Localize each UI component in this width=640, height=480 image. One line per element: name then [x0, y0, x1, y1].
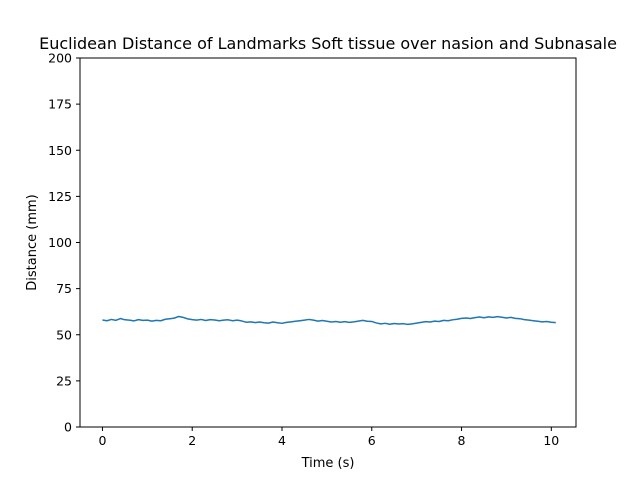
- x-tick-label: 4: [278, 433, 286, 448]
- y-tick-label: 200: [48, 51, 72, 66]
- x-axis-label: Time (s): [301, 456, 355, 471]
- y-tick-label: 25: [56, 373, 72, 388]
- x-tick-label: 8: [458, 433, 466, 448]
- y-tick-label: 150: [48, 143, 72, 158]
- chart-title: Euclidean Distance of Landmarks Soft tis…: [39, 34, 617, 53]
- x-tick-label: 10: [543, 433, 559, 448]
- y-tick-label: 0: [64, 420, 72, 435]
- y-axis-label: Distance (mm): [25, 194, 40, 290]
- y-tick-label: 100: [48, 235, 72, 250]
- y-tick-label: 75: [56, 281, 72, 296]
- y-tick-label: 50: [56, 327, 72, 342]
- plot-area: [102, 315, 556, 326]
- x-tick-label: 2: [188, 433, 196, 448]
- series-line: [102, 315, 556, 326]
- plot-frame: [79, 57, 577, 428]
- x-tick-label: 0: [98, 433, 106, 448]
- y-axis: 0 25 50 75 100 125 150 175 200: [48, 51, 80, 435]
- y-tick-label: 125: [48, 189, 72, 204]
- x-tick-label: 6: [368, 433, 376, 448]
- x-axis: 0 2 4 6 8 10: [98, 427, 559, 448]
- y-tick-label: 175: [48, 97, 72, 112]
